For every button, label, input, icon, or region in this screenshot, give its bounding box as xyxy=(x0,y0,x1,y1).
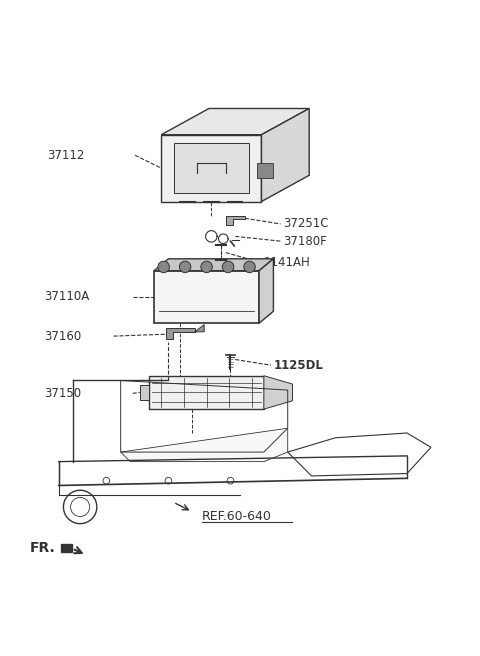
Text: 1141AH: 1141AH xyxy=(264,256,311,269)
Polygon shape xyxy=(161,108,309,134)
FancyBboxPatch shape xyxy=(61,544,72,552)
Polygon shape xyxy=(149,376,264,409)
Text: 37160: 37160 xyxy=(44,329,82,342)
Text: REF.60-640: REF.60-640 xyxy=(202,510,272,523)
Circle shape xyxy=(222,261,234,273)
Text: 1125DL: 1125DL xyxy=(274,359,324,372)
Polygon shape xyxy=(259,259,274,323)
Polygon shape xyxy=(262,108,309,201)
Text: 37112: 37112 xyxy=(47,149,84,162)
Polygon shape xyxy=(154,259,274,271)
Polygon shape xyxy=(161,134,262,201)
Polygon shape xyxy=(257,163,274,178)
Text: 37110A: 37110A xyxy=(44,291,90,304)
Polygon shape xyxy=(120,428,288,462)
Circle shape xyxy=(201,261,212,273)
Circle shape xyxy=(244,261,255,273)
Text: FR.: FR. xyxy=(30,541,56,556)
Circle shape xyxy=(158,261,169,273)
Polygon shape xyxy=(140,385,149,400)
Polygon shape xyxy=(264,376,292,409)
Text: 37150: 37150 xyxy=(44,387,82,400)
Text: 37180F: 37180F xyxy=(283,235,327,248)
Polygon shape xyxy=(226,216,245,226)
Polygon shape xyxy=(195,325,204,332)
Text: 37251C: 37251C xyxy=(283,218,328,230)
Circle shape xyxy=(180,261,191,273)
FancyBboxPatch shape xyxy=(154,271,259,323)
Polygon shape xyxy=(166,328,195,339)
Polygon shape xyxy=(174,143,249,193)
